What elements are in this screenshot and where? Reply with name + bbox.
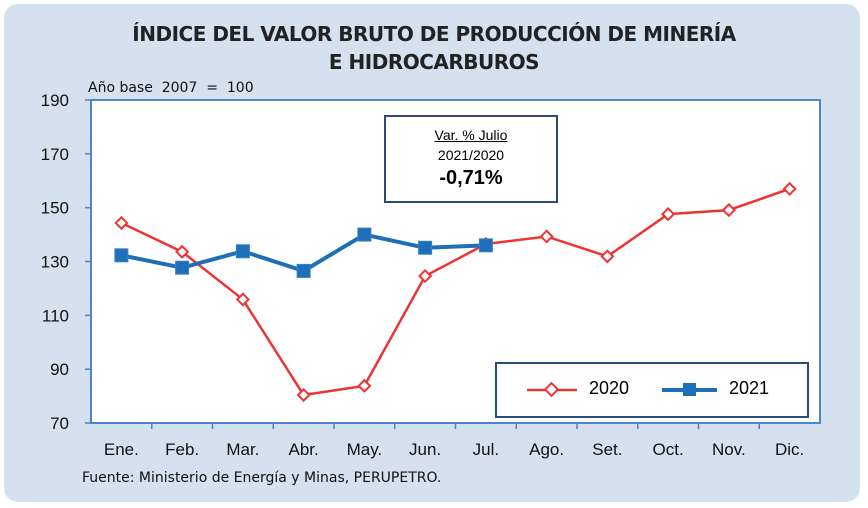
data-point-2020 [418, 268, 433, 284]
title-line-1: ÍNDICE DEL VALOR BRUTO DE PRODUCCIÓN DE … [132, 22, 736, 46]
data-point-2020 [661, 207, 676, 222]
data-point-2021 [357, 227, 372, 242]
data-point-2021 [296, 263, 311, 278]
data-point-2020 [721, 203, 736, 218]
base-year-note: Año base 2007 = 100 [88, 80, 254, 96]
title-line-2: E HIDROCARBUROS [328, 50, 540, 74]
legend-label-2021: 2021 [729, 378, 770, 398]
x-tick-label: Nov. [712, 440, 746, 459]
data-point-2020 [175, 244, 190, 259]
data-point-2020 [235, 292, 250, 307]
x-tick-label: Ene. [104, 440, 139, 459]
x-tick-label: May. [347, 440, 383, 459]
variation-annotation: Var. % Julio 2021/2020 -0,71% [384, 115, 558, 203]
x-tick-label: Jun. [409, 440, 441, 459]
y-tick-label: 90 [50, 360, 69, 379]
legend-marker-2020 [543, 381, 560, 398]
legend-label-2020: 2020 [589, 378, 630, 398]
data-point-2021 [175, 260, 190, 275]
data-point-2021 [478, 238, 493, 253]
x-tick-label: Set. [592, 440, 622, 459]
y-tick-label: 190 [41, 91, 69, 110]
data-point-2020 [357, 378, 372, 393]
x-tick-label: Jul. [473, 440, 499, 459]
chart-title: ÍNDICE DEL VALOR BRUTO DE PRODUCCIÓN DE … [0, 20, 868, 76]
y-tick-label: 170 [41, 145, 69, 164]
x-tick-label: Oct. [653, 440, 684, 459]
x-tick-label: Feb. [165, 440, 199, 459]
data-point-2020 [600, 249, 615, 264]
annotation-label: Var. % Julio [434, 127, 508, 143]
x-tick-label: Abr. [289, 440, 319, 459]
data-point-2021 [235, 244, 250, 259]
x-tick-label: Ago. [529, 440, 564, 459]
y-tick-label: 130 [41, 253, 69, 272]
annotation-period: 2021/2020 [437, 147, 505, 163]
data-point-2020 [296, 387, 311, 403]
data-point-2020 [114, 215, 129, 231]
y-tick-label: 110 [42, 306, 69, 325]
y-tick-label: 150 [41, 199, 69, 218]
series-line-2020 [120, 187, 791, 397]
data-point-2020 [539, 229, 554, 244]
data-point-2021 [418, 240, 433, 255]
y-tick-label: 70 [50, 414, 69, 433]
legend: 2020 2021 [495, 362, 809, 418]
data-point-2021 [114, 248, 129, 263]
annotation-value: -0,71% [439, 167, 503, 189]
legend-marker-2021 [683, 383, 696, 396]
source-note: Fuente: Ministerio de Energía y Minas, P… [82, 470, 442, 486]
data-point-2020 [782, 181, 797, 196]
x-tick-label: Dic. [775, 440, 804, 459]
x-tick-label: Mar. [226, 440, 259, 459]
